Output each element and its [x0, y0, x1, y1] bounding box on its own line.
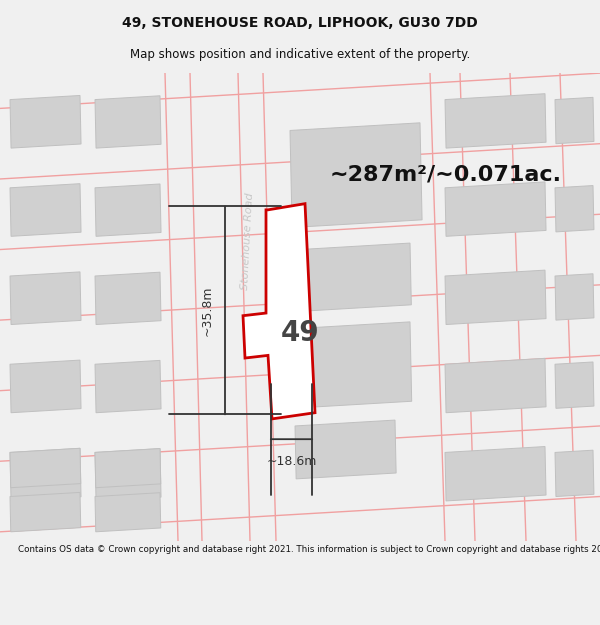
Polygon shape	[555, 450, 594, 496]
Text: ~18.6m: ~18.6m	[266, 455, 317, 468]
Polygon shape	[445, 94, 546, 148]
Text: 49, STONEHOUSE ROAD, LIPHOOK, GU30 7DD: 49, STONEHOUSE ROAD, LIPHOOK, GU30 7DD	[122, 16, 478, 31]
Polygon shape	[10, 96, 81, 148]
Text: ~35.8m: ~35.8m	[200, 285, 214, 336]
Polygon shape	[95, 449, 161, 488]
Polygon shape	[10, 448, 81, 488]
Polygon shape	[555, 98, 594, 144]
Polygon shape	[95, 361, 161, 413]
Polygon shape	[445, 270, 546, 324]
Polygon shape	[95, 184, 161, 236]
Polygon shape	[243, 204, 315, 419]
Text: 49: 49	[281, 319, 319, 348]
Polygon shape	[95, 492, 161, 532]
Polygon shape	[295, 420, 396, 479]
Text: Contains OS data © Crown copyright and database right 2021. This information is : Contains OS data © Crown copyright and d…	[18, 545, 600, 554]
Polygon shape	[95, 96, 161, 148]
Polygon shape	[10, 360, 81, 413]
Polygon shape	[445, 182, 546, 236]
Text: Stonehouse Road: Stonehouse Road	[241, 192, 256, 289]
Text: Map shows position and indicative extent of the property.: Map shows position and indicative extent…	[130, 48, 470, 61]
Text: ~287m²/~0.071ac.: ~287m²/~0.071ac.	[330, 164, 562, 184]
Polygon shape	[10, 492, 81, 532]
Polygon shape	[290, 322, 412, 408]
Polygon shape	[10, 448, 81, 501]
Polygon shape	[300, 243, 412, 311]
Polygon shape	[445, 446, 546, 501]
Polygon shape	[555, 362, 594, 408]
Polygon shape	[555, 274, 594, 320]
Polygon shape	[290, 123, 422, 228]
Polygon shape	[445, 358, 546, 412]
Polygon shape	[10, 184, 81, 236]
Polygon shape	[95, 449, 161, 501]
Polygon shape	[555, 186, 594, 232]
Polygon shape	[10, 272, 81, 324]
Polygon shape	[95, 272, 161, 324]
